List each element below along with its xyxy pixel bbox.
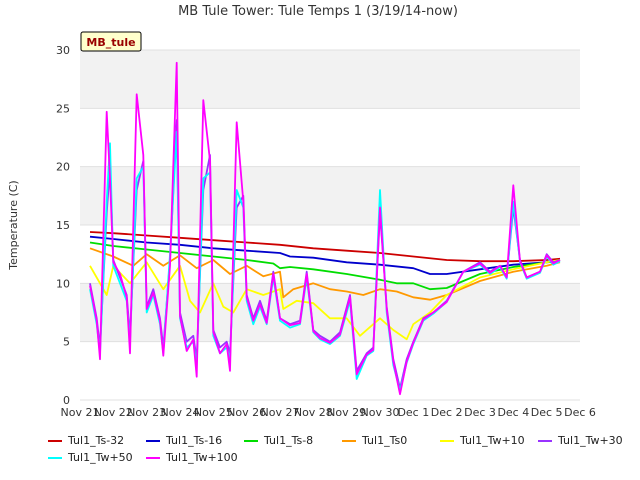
series-line-4: [89, 259, 561, 341]
legend-label: Tul1_Tw+100: [166, 451, 238, 464]
legend-item-ts-32: Tul1_Ts-32: [44, 434, 142, 447]
legend: Tul1_Ts-32 Tul1_Ts-16 Tul1_Ts-8 Tul1_Ts0…: [44, 432, 634, 466]
legend-item-ts0: Tul1_Ts0: [338, 434, 436, 447]
x-tick-label: Dec 1: [397, 406, 429, 419]
legend-item-tw30: Tul1_Tw+30: [534, 434, 632, 447]
x-tick-label: Nov 28: [294, 406, 333, 419]
x-tick-label: Nov 30: [361, 406, 400, 419]
legend-label: Tul1_Ts0: [362, 434, 408, 447]
series-line-0: [89, 231, 561, 263]
legend-item-tw100: Tul1_Tw+100: [142, 451, 240, 464]
x-tick-label: Nov 23: [127, 406, 166, 419]
y-tick-label: 0: [63, 394, 70, 407]
legend-label: Tul1_Tw+10: [460, 434, 525, 447]
plot-band: [80, 108, 580, 167]
x-tick-label: Dec 2: [431, 406, 463, 419]
legend-label: Tul1_Tw+50: [68, 451, 133, 464]
legend-swatch-tw10: [440, 439, 454, 442]
x-tick-label: Nov 29: [327, 406, 366, 419]
legend-swatch-ts-32: [48, 439, 62, 442]
legend-item-tw10: Tul1_Tw+10: [436, 434, 534, 447]
legend-row-1: Tul1_Ts-32 Tul1_Ts-16 Tul1_Ts-8 Tul1_Ts0…: [44, 432, 634, 449]
legend-item-ts-8: Tul1_Ts-8: [240, 434, 338, 447]
legend-label: Tul1_Ts-32: [68, 434, 125, 447]
x-tick-label: Nov 22: [94, 406, 133, 419]
y-tick-label: 20: [56, 161, 70, 174]
legend-swatch-tw50: [48, 456, 62, 459]
annotation-label: MB_tule: [86, 36, 135, 49]
gridlines: [80, 49, 580, 401]
legend-swatch-tw100: [146, 456, 160, 459]
legend-row-2: Tul1_Tw+50 Tul1_Tw+100: [44, 449, 634, 466]
x-tick-label: Nov 24: [161, 406, 200, 419]
plot-band: [80, 283, 580, 342]
x-tick-label: Nov 27: [261, 406, 300, 419]
legend-label: Tul1_Ts-8: [264, 434, 314, 447]
x-tick-label: Dec 3: [464, 406, 496, 419]
series-line-7: [89, 61, 561, 396]
annotation-box: [80, 31, 142, 52]
x-tick-label: Dec 6: [564, 406, 596, 419]
y-tick-label: 10: [56, 277, 70, 290]
y-tick-label: 25: [56, 102, 70, 115]
chart-title: MB Tule Tower: Tule Temps 1 (3/19/14-now…: [178, 4, 458, 19]
x-tick-label: Dec 4: [497, 406, 529, 419]
x-tick-label: Dec 5: [531, 406, 563, 419]
y-axis-label: Temperature (C): [7, 180, 20, 270]
y-tick-label: 5: [63, 336, 70, 349]
legend-item-tw50: Tul1_Tw+50: [44, 451, 142, 464]
plot-band: [80, 50, 580, 109]
x-tick-label: Nov 25: [194, 406, 233, 419]
legend-swatch-ts0: [342, 439, 356, 442]
legend-item-ts-16: Tul1_Ts-16: [142, 434, 240, 447]
legend-label: Tul1_Ts-16: [166, 434, 223, 447]
x-tick-label: Nov 21: [61, 406, 100, 419]
legend-swatch-tw30: [538, 439, 552, 442]
legend-swatch-ts-16: [146, 439, 160, 442]
x-tick-label: Nov 26: [227, 406, 266, 419]
y-axis-ticks: 0 5 10 15 20 25 30: [56, 44, 70, 407]
plot-band: [80, 166, 580, 225]
series-line-2: [89, 241, 561, 291]
plot-band: [80, 341, 580, 400]
legend-swatch-ts-8: [244, 439, 258, 442]
legend-label: Tul1_Tw+30: [558, 434, 623, 447]
y-tick-label: 15: [56, 219, 70, 232]
plot-background: [80, 50, 580, 400]
site-annotation: MB_tule: [80, 31, 142, 52]
y-tick-label: 30: [56, 44, 70, 57]
series-lines: [89, 61, 561, 396]
